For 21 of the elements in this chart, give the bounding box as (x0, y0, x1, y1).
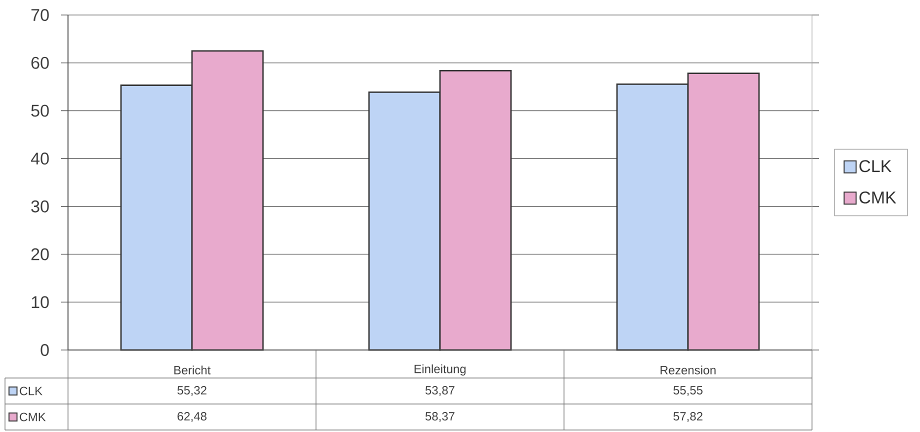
y-tick-label: 30 (31, 200, 49, 212)
data-label: 53,87 (425, 386, 454, 396)
text: CMK (20, 412, 46, 422)
legend-label: CLK (20, 386, 42, 396)
y-tick-label: 70 (31, 8, 49, 22)
y-tick-label: 10 (32, 296, 49, 308)
data-label: 58,37 (425, 412, 454, 422)
data-label: 57,82 (673, 412, 702, 422)
data-label: 55,32 (177, 386, 206, 396)
text: CLK (859, 160, 892, 172)
x-tick-label: Rezension (660, 366, 716, 374)
y-tick-label: 40 (30, 152, 49, 165)
y-tick-label: 0 (40, 344, 49, 356)
data-label: 62,48 (178, 412, 206, 422)
x-tick-label: Bericht (174, 366, 211, 374)
data-label: 55,55 (673, 386, 703, 396)
y-tick-label: 20 (31, 248, 49, 260)
x-tick-label: Einleitung (414, 364, 466, 376)
y-tick-label: 60 (31, 56, 49, 69)
legend-label: CMK (859, 191, 896, 204)
y-tick-label: 50 (31, 104, 49, 117)
